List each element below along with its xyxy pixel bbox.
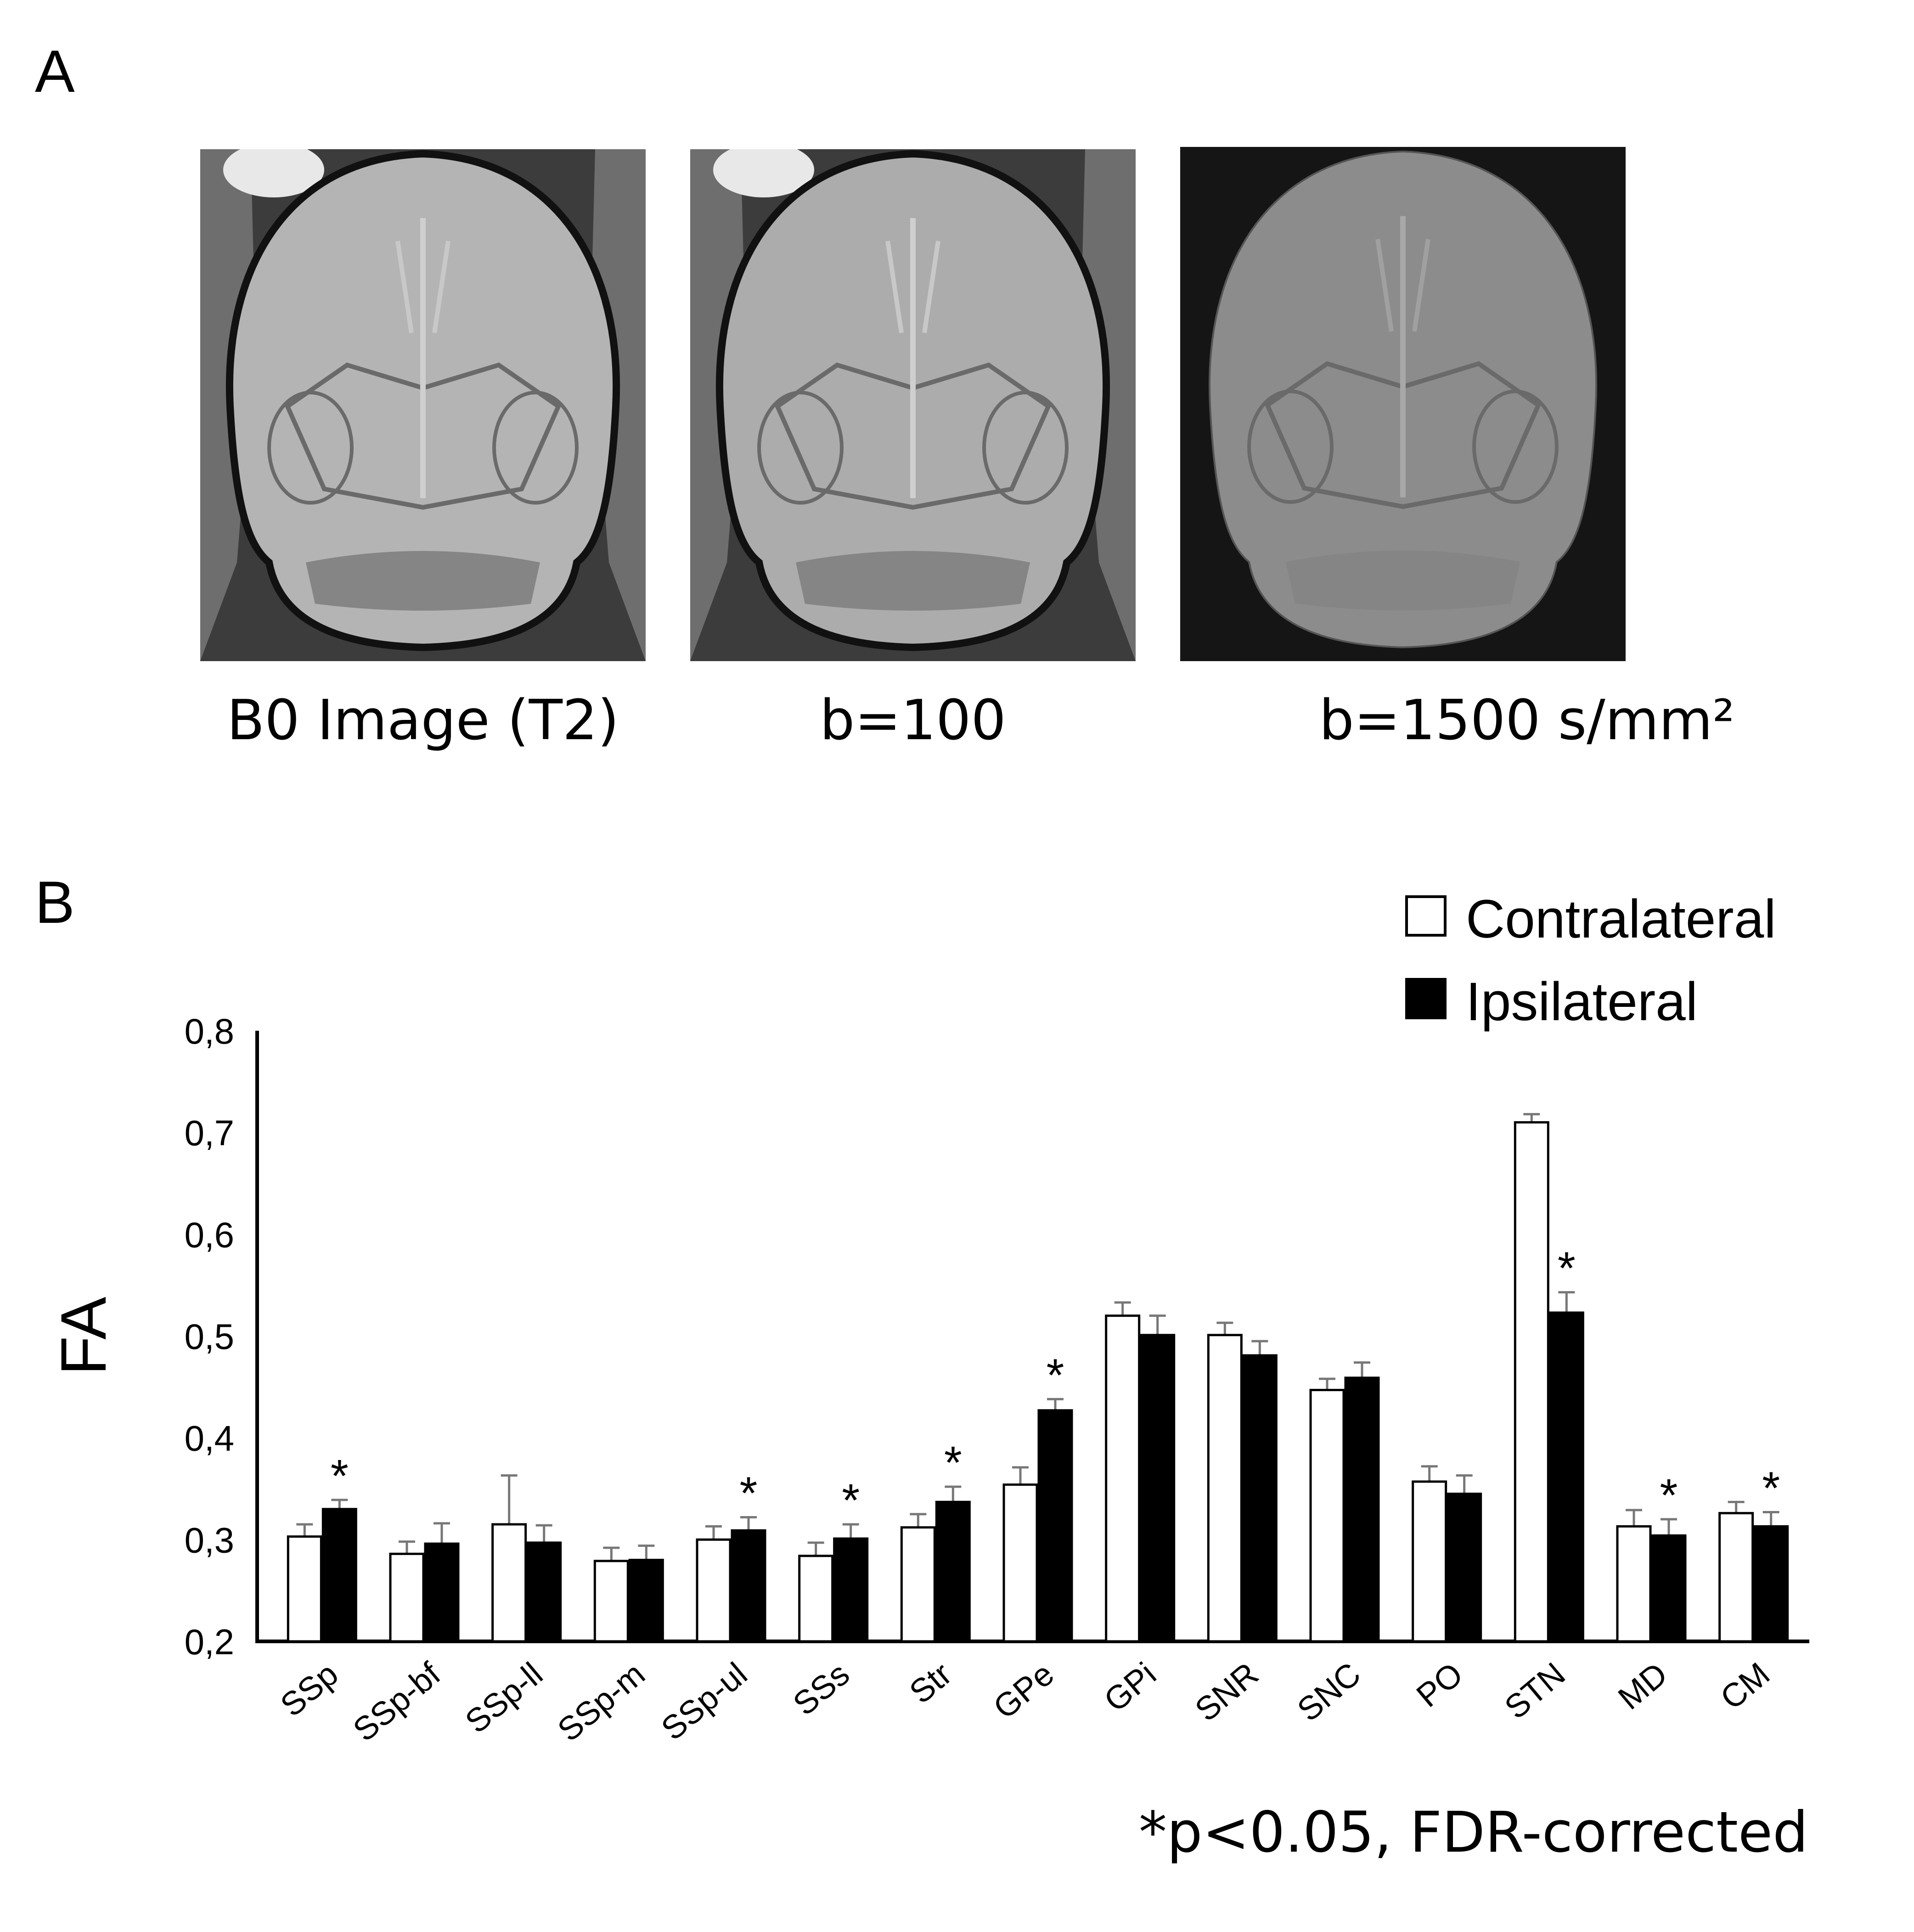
legend-swatch-ipsilateral [1405, 978, 1447, 1019]
bar-contralateral [1207, 1334, 1243, 1643]
x-category-label: MD [1611, 1656, 1674, 1717]
y-tick-label: 0,6 [185, 1214, 234, 1255]
x-category-label: SSs [786, 1656, 856, 1723]
bar-ipsilateral [1037, 1409, 1073, 1643]
bar-contralateral [491, 1523, 527, 1643]
significance-marker: * [1047, 1349, 1064, 1401]
caption-b0: B0 Image (T2) [226, 689, 619, 753]
bar-ipsilateral [526, 1541, 562, 1643]
bar-contralateral [389, 1552, 425, 1643]
bar-ipsilateral [1344, 1376, 1380, 1643]
panel-label-a: A [35, 38, 75, 105]
bar-ipsilateral [833, 1537, 869, 1643]
mri-image-b100 [690, 149, 1136, 661]
brain-scan-drawing [690, 149, 1136, 661]
y-axis-label: FA [47, 1297, 119, 1376]
x-category-label: GPi [1098, 1656, 1163, 1719]
significance-marker: * [740, 1468, 758, 1519]
bar-contralateral [1105, 1314, 1141, 1643]
brain-scan-drawing [200, 149, 646, 661]
mri-image-b0 [200, 149, 646, 661]
bar-contralateral [696, 1538, 732, 1643]
panel-label-b: B [35, 869, 75, 936]
y-tick-label: 0,3 [185, 1520, 234, 1560]
bar-ipsilateral [1548, 1311, 1584, 1643]
x-category-label: SSp [274, 1656, 345, 1724]
x-category-label: CM [1714, 1656, 1777, 1717]
bar-contralateral [1309, 1388, 1345, 1643]
significance-marker: * [842, 1475, 860, 1526]
legend-swatch-contralateral [1405, 895, 1447, 937]
y-tick-label: 0,2 [185, 1622, 234, 1662]
significance-marker: * [1660, 1470, 1678, 1521]
fa-bar-chart: 0,20,30,40,50,60,70,8FA*SSp SSp-bf SSp-ll S… [47, 1011, 1809, 1749]
x-category-label: PO [1410, 1656, 1470, 1714]
significance-marker: * [944, 1437, 962, 1488]
significance-marker: * [331, 1450, 349, 1502]
bar-contralateral [593, 1560, 629, 1643]
y-tick-label: 0,7 [185, 1113, 234, 1153]
legend-label-contralateral: Contralateral [1466, 889, 1776, 949]
x-category-label: SNC [1290, 1656, 1368, 1729]
caption-b1500: b=1500 s/mm² [1319, 689, 1735, 753]
significance-marker: * [1558, 1243, 1576, 1294]
legend-label-ipsilateral: Ipsilateral [1466, 972, 1698, 1032]
x-category-label: GPe [986, 1656, 1061, 1726]
bar-contralateral [287, 1535, 322, 1643]
y-tick-label: 0,8 [185, 1011, 234, 1051]
x-category-label: Str [903, 1656, 959, 1711]
bar-ipsilateral [424, 1542, 460, 1643]
bar-ipsilateral [1140, 1334, 1176, 1643]
brain-scan-drawing [1180, 147, 1626, 661]
x-category-label: SSp-m [551, 1656, 652, 1749]
bar-ipsilateral [1242, 1354, 1278, 1643]
bar-ipsilateral [628, 1559, 664, 1643]
caption-b100: b=100 [820, 689, 1006, 753]
significance-footnote: *p<0.05, FDR-corrected [1139, 1800, 1808, 1865]
bar-contralateral [798, 1555, 834, 1643]
y-tick-label: 0,4 [185, 1418, 234, 1459]
bar-ipsilateral [1651, 1534, 1687, 1643]
bar-contralateral [1002, 1483, 1038, 1643]
bar-ipsilateral [935, 1500, 971, 1643]
x-category-label: SSp-bf [346, 1655, 448, 1748]
bar-ipsilateral [1447, 1493, 1482, 1643]
bar-contralateral [1718, 1512, 1754, 1643]
x-category-label: STN [1498, 1656, 1572, 1726]
bar-contralateral [1616, 1525, 1652, 1643]
x-category-label: SSp-ul [654, 1656, 754, 1747]
y-tick-label: 0,5 [185, 1316, 234, 1357]
bar-contralateral [1514, 1121, 1549, 1643]
bar-ipsilateral [731, 1529, 766, 1643]
x-category-label: SSp-ll [458, 1656, 550, 1741]
significance-marker: * [1762, 1462, 1780, 1514]
bar-contralateral [1412, 1480, 1447, 1643]
mri-image-b1500 [1180, 147, 1626, 661]
bar-contralateral [900, 1526, 936, 1643]
bar-ipsilateral [1753, 1525, 1789, 1643]
x-category-label: SNR [1188, 1656, 1266, 1729]
bar-ipsilateral [321, 1508, 357, 1643]
